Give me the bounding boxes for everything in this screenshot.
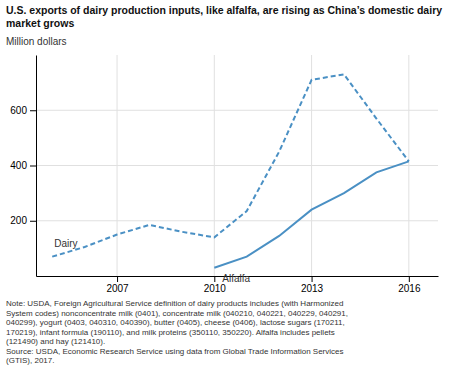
tick-mark	[30, 110, 36, 111]
grid-line	[117, 55, 118, 276]
series-lines	[52, 74, 409, 267]
tick: 2013	[301, 276, 324, 294]
tick-label: 2016	[398, 283, 421, 294]
tick-label: 400	[10, 160, 27, 171]
chart-title: U.S. exports of dairy production inputs,…	[6, 4, 442, 29]
note: Note: USDA, Foreign Agricultural Service…	[6, 299, 348, 365]
text-line: Source: USDA, Economic Research Service …	[6, 347, 343, 356]
tick-label: 2013	[301, 283, 324, 294]
tick: 2007	[106, 276, 129, 294]
text-line: U.S. exports of dairy production inputs,…	[6, 4, 442, 16]
annotations: Note: USDA, Foreign Agricultural Service…	[6, 299, 348, 365]
text-line: (GTIS), 2017.	[6, 356, 54, 365]
tick: 600	[10, 105, 36, 116]
grid	[36, 55, 438, 276]
grid-line	[36, 220, 438, 221]
series-label: Dairy	[54, 238, 77, 249]
tick: 200	[10, 215, 36, 226]
tick-label: 200	[10, 215, 27, 226]
series-line	[52, 74, 409, 256]
tick-mark	[312, 276, 313, 282]
tick-label: 2010	[204, 283, 227, 294]
series-line	[214, 161, 409, 267]
series-labels: Dairy Alfalfa	[54, 238, 250, 284]
tick-mark	[117, 276, 118, 282]
axis-line	[36, 56, 37, 277]
tick-label: 2007	[106, 283, 129, 294]
text-line: 170219), infant formula (190110), and mi…	[6, 328, 335, 337]
y-axis-label: Million dollars	[6, 36, 67, 47]
series-label: Alfalfa	[222, 273, 250, 284]
tick: 2016	[398, 276, 421, 294]
chart-svg: U.S. exports of dairy production inputs,…	[0, 0, 450, 369]
chart-container: U.S. exports of dairy production inputs,…	[0, 0, 450, 369]
text-line: Note: USDA, Foreign Agricultural Service…	[6, 299, 343, 308]
tick-mark	[409, 276, 410, 282]
tick: 400	[10, 160, 36, 171]
grid-line	[36, 165, 438, 166]
text-line: System codes) nonconcentrate milk (0401)…	[6, 309, 348, 318]
tick-mark	[30, 221, 36, 222]
y-axis: 200 400 600	[10, 56, 36, 277]
text-line: (121490) and hay (121410).	[6, 337, 105, 346]
grid-line	[408, 55, 409, 276]
tick-mark	[214, 276, 215, 282]
tick-label: 600	[10, 105, 27, 116]
grid-line	[36, 110, 438, 111]
grid-line	[311, 55, 312, 276]
text-line: 040299), yogurt (0403, 040310, 040390), …	[6, 318, 345, 327]
tick-mark	[30, 166, 36, 167]
text-line: market grows	[6, 17, 74, 29]
grid-line	[214, 55, 215, 276]
